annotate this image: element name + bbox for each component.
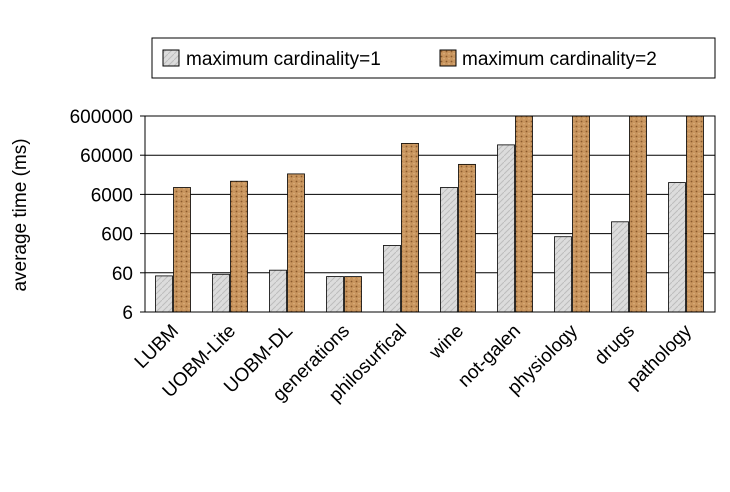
bar-series-1 [668,182,686,313]
bar-series-1 [212,273,230,313]
y-tick-label: 60 [112,264,133,285]
bar-series-1 [269,269,287,313]
y-tick-label: 600000 [70,107,133,128]
bars [155,115,704,313]
bar-series-2 [230,180,248,313]
bar-series-1 [155,275,173,313]
bar-series-1 [497,144,515,313]
bar-series-2 [629,115,647,313]
x-tick-label: LUBM [131,321,183,373]
legend-swatch-series-2 [439,49,457,67]
legend-label-series-1: maximum cardinality=1 [186,49,381,70]
y-axis-ticks: 6 60 600 6000 60000 600000 [70,107,145,324]
bar-series-2 [344,276,362,313]
bar-series-2 [173,187,191,313]
bar-series-2 [401,142,419,313]
x-axis-labels: LUBMUOBM-LiteUOBM-DLgenerationsphilosurf… [131,320,697,406]
bar-series-1 [383,245,401,313]
bar-series-2 [287,173,305,313]
legend: maximum cardinality=1 maximum cardinalit… [151,37,716,79]
y-tick-label: 6 [122,303,133,324]
bar-series-1 [326,276,344,313]
bar-series-2 [572,115,590,313]
bar-series-1 [554,236,572,313]
y-tick-label: 6000 [91,185,133,206]
bar-series-1 [611,221,629,313]
legend-box [151,37,716,79]
legend-label-series-2: maximum cardinality=2 [462,49,657,70]
bar-series-2 [686,115,704,313]
bar-series-1 [440,187,458,313]
y-tick-label: 60000 [80,146,133,167]
y-tick-label: 600 [101,225,133,246]
bar-series-2 [515,115,533,313]
x-tick-label: wine [425,321,468,364]
bar-series-2 [458,163,476,313]
plot-area-frame [144,115,716,313]
x-tick-label: drugs [591,321,639,369]
y-axis-title: average time (ms) [10,138,31,291]
legend-swatch-series-1 [162,49,180,67]
